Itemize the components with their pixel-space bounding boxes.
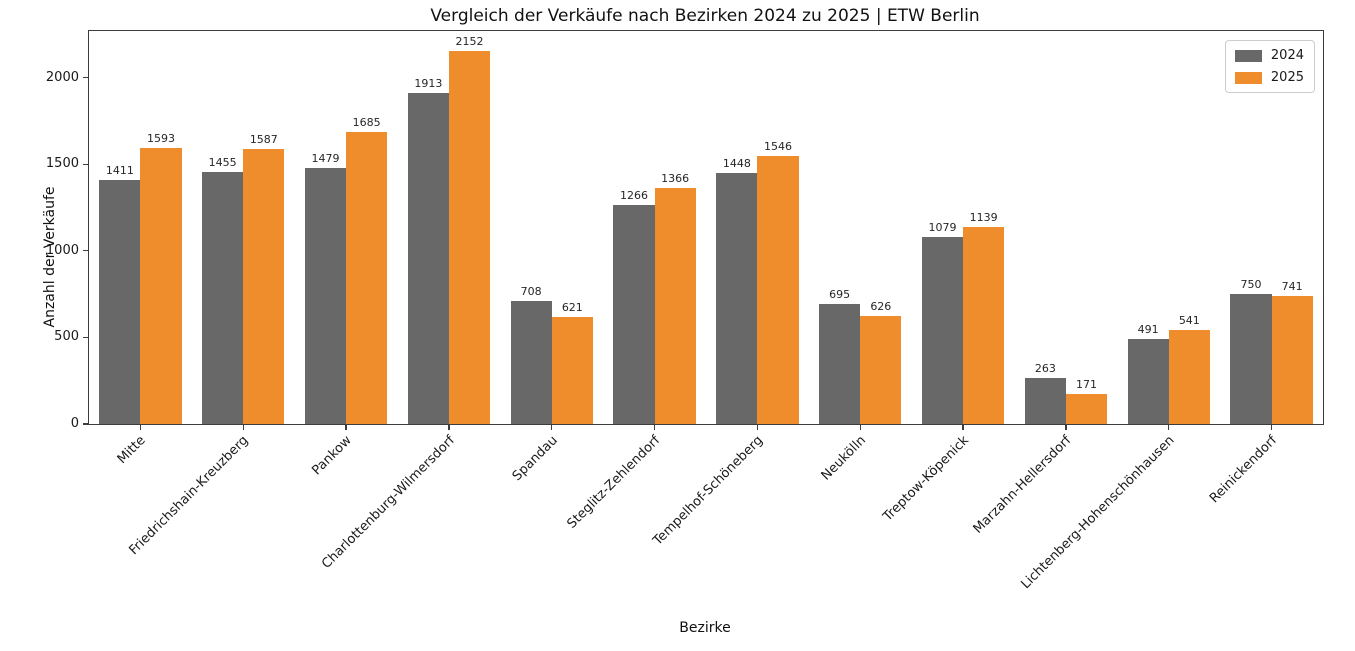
x-tick-label-spandau: Spandau	[509, 433, 561, 485]
x-tick-mark	[139, 424, 141, 430]
y-tick-label: 500	[54, 329, 79, 345]
bar-2024-charlottenburg-wilmersdorf	[407, 92, 449, 424]
bar-value-label: 1913	[414, 76, 443, 90]
legend-label-2025: 2025	[1270, 70, 1304, 85]
bar-2025-spandau	[551, 316, 593, 424]
bar-2024-treptow-köpenick	[921, 237, 964, 424]
bar-2024-pankow	[304, 167, 347, 424]
bar-value-label: 491	[1137, 323, 1159, 336]
y-tick-label: 1500	[45, 156, 79, 172]
bar-2025-friedrichshain-kreuzberg	[243, 149, 285, 424]
bar-value-label: 1448	[722, 157, 751, 171]
bar-value-label: 541	[1178, 314, 1200, 328]
bar-2024-mitte	[99, 179, 141, 424]
y-tick-label: 2000	[45, 69, 79, 85]
bar-value-label: 1079	[928, 221, 957, 235]
x-tick-mark	[551, 424, 553, 430]
x-tick-mark	[859, 424, 861, 430]
bar-2024-friedrichshain-kreuzberg	[202, 172, 244, 424]
bar-value-label: 1685	[352, 116, 381, 130]
x-tick-label-neukölln: Neukölln	[818, 433, 869, 484]
bar-2025-pankow	[346, 132, 388, 424]
y-tick-mark	[83, 423, 89, 425]
bar-2024-spandau	[510, 301, 552, 424]
bar-value-label: 626	[870, 299, 892, 313]
bar-value-label: 1411	[105, 163, 134, 177]
legend-label-2024: 2024	[1270, 48, 1304, 63]
bar-value-label: 1366	[661, 171, 690, 185]
bar-value-label: 1587	[249, 133, 278, 147]
x-tick-mark	[756, 424, 758, 430]
legend-row-2024: 2024	[1234, 48, 1304, 63]
x-tick-label-steglitz-zehlendorf: Steglitz-Zehlendorf	[564, 433, 664, 532]
bar-value-label: 708	[520, 285, 542, 299]
bar-2025-neukölln	[860, 315, 902, 424]
bar-2024-reinickendorf	[1230, 294, 1272, 424]
legend-swatch-2024	[1234, 49, 1262, 62]
bar-2025-marzahn-hellersdorf	[1065, 394, 1108, 424]
bar-2024-marzahn-hellersdorf	[1024, 378, 1066, 424]
x-tick-label-marzahn-hellersdorf: Marzahn-Hellersdorf	[970, 433, 1075, 537]
legend-swatch-2025	[1234, 71, 1262, 84]
bar-2024-lichtenberg-hohenschönhausen	[1127, 339, 1169, 424]
x-tick-label-mitte: Mitte	[115, 433, 150, 467]
bar-2025-charlottenburg-wilmersdorf	[448, 51, 491, 424]
bar-value-label: 741	[1281, 279, 1303, 293]
chart-title: Vergleich der Verkäufe nach Bezirken 202…	[430, 6, 980, 26]
legend-row-2025: 2025	[1234, 70, 1304, 85]
x-tick-mark	[448, 424, 450, 430]
bar-value-label: 1546	[763, 140, 792, 154]
y-tick-mark	[83, 336, 89, 339]
bar-value-label: 2152	[455, 35, 484, 49]
x-tick-mark	[345, 424, 347, 430]
x-tick-mark	[1270, 424, 1273, 430]
x-tick-label-reinickendorf: Reinickendorf	[1207, 433, 1281, 507]
y-tick-mark	[83, 77, 89, 79]
bar-value-label: 1455	[208, 156, 237, 170]
y-tick-label: 1000	[45, 242, 79, 258]
bar-2024-tempelhof-schöneberg	[716, 173, 758, 424]
plot-area: Anzahl der Verkäufe Mitte Friedrichshain-…	[42, 30, 1324, 592]
x-tick-label-tempelhof-schöneberg: Tempelhof-Schöneberg	[650, 433, 767, 549]
x-tick-mark	[653, 424, 656, 430]
bar-2025-reinickendorf	[1271, 295, 1313, 424]
x-tick-label-friedrichshain-kreuzberg: Friedrichshain-Kreuzberg	[126, 433, 252, 559]
x-tick-mark	[1168, 424, 1170, 430]
bar-2025-steglitz-zehlendorf	[654, 187, 696, 424]
bar-2025-treptow-köpenick	[963, 226, 1005, 424]
bar-value-label: 1266	[620, 188, 649, 202]
bar-value-label: 750	[1240, 278, 1262, 292]
bar-value-label: 171	[1075, 378, 1097, 392]
bar-value-label: 1139	[969, 210, 998, 224]
x-tick-mark	[962, 424, 964, 430]
bar-value-label: 695	[829, 287, 851, 301]
bar-2025-lichtenberg-hohenschönhausen	[1168, 330, 1210, 424]
x-tick-mark	[242, 424, 244, 430]
bar-2024-steglitz-zehlendorf	[613, 204, 655, 424]
bar-value-label: 621	[561, 300, 583, 314]
y-tick-mark	[83, 163, 89, 165]
bar-2025-mitte	[140, 148, 182, 424]
x-tick-label-treptow-köpenick: Treptow-Köpenick	[880, 433, 972, 525]
x-tick-label-pankow: Pankow	[309, 433, 355, 479]
bar-2024-neukölln	[819, 303, 861, 424]
bar-value-label: 263	[1034, 362, 1056, 376]
x-tick-mark	[1065, 424, 1067, 430]
bar-value-label: 1479	[311, 151, 340, 165]
bar-2025-tempelhof-schöneberg	[757, 156, 799, 424]
legend: 2024 2025	[1224, 40, 1315, 93]
y-tick-mark	[83, 250, 89, 252]
x-axis-label: Bezirke	[679, 620, 731, 636]
bar-value-label: 1593	[146, 132, 175, 146]
y-tick-label: 0	[70, 416, 79, 431]
